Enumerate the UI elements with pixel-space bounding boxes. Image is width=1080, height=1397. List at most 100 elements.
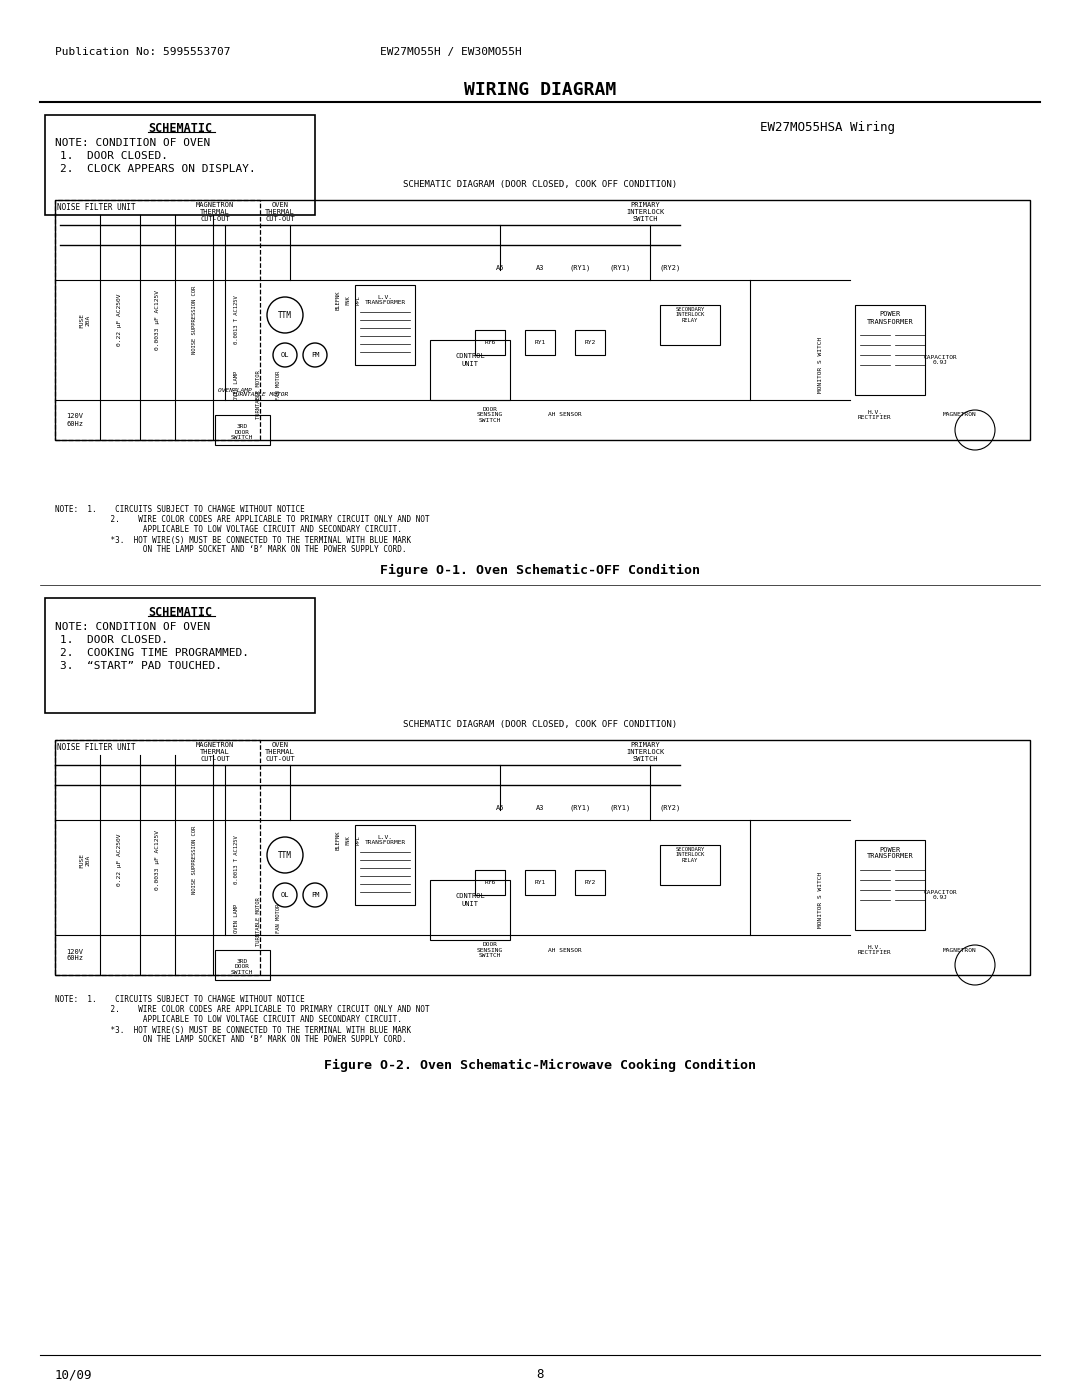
- Text: Publication No: 5995553707: Publication No: 5995553707: [55, 47, 230, 57]
- Text: PPL: PPL: [355, 295, 361, 305]
- Bar: [855, 840, 924, 930]
- Text: SCHEMATIC: SCHEMATIC: [148, 605, 212, 619]
- Text: 0.0033 µF AC125V: 0.0033 µF AC125V: [156, 830, 161, 890]
- Bar: [55, 200, 260, 440]
- Text: H.V.
RECTIFIER: H.V. RECTIFIER: [859, 944, 892, 956]
- Text: 0.22 µF AC250V: 0.22 µF AC250V: [118, 834, 122, 886]
- Text: SCHEMATIC DIAGRAM (DOOR CLOSED, COOK OFF CONDITION): SCHEMATIC DIAGRAM (DOOR CLOSED, COOK OFF…: [403, 180, 677, 190]
- Bar: [215, 415, 270, 446]
- Text: BLEFNK: BLEFNK: [336, 291, 340, 310]
- Text: *3.  HOT WIRE(S) MUST BE CONNECTED TO THE TERMINAL WITH BLUE MARK: *3. HOT WIRE(S) MUST BE CONNECTED TO THE…: [55, 535, 411, 545]
- Text: A5: A5: [496, 805, 504, 812]
- Text: 3RD
DOOR
SWITCH: 3RD DOOR SWITCH: [231, 958, 253, 975]
- Text: CAPACITOR
0.9J: CAPACITOR 0.9J: [923, 355, 957, 366]
- Text: APPLICABLE TO LOW VOLTAGE CIRCUIT AND SECONDARY CIRCUIT.: APPLICABLE TO LOW VOLTAGE CIRCUIT AND SE…: [55, 525, 402, 535]
- Bar: [475, 870, 505, 895]
- Text: 8: 8: [537, 1369, 543, 1382]
- Text: MAGNETRON: MAGNETRON: [943, 412, 977, 418]
- Text: NOTE:  1.    CIRCUITS SUBJECT TO CHANGE WITHOUT NOTICE: NOTE: 1. CIRCUITS SUBJECT TO CHANGE WITH…: [55, 506, 305, 514]
- Bar: [215, 950, 270, 981]
- Text: MONITOR S WITCH: MONITOR S WITCH: [818, 337, 823, 393]
- Text: NOISE FILTER UNIT: NOISE FILTER UNIT: [57, 743, 136, 753]
- Text: RY2: RY2: [584, 880, 596, 886]
- Text: 120V
60Hz: 120V 60Hz: [67, 414, 83, 426]
- Text: (RY1): (RY1): [569, 805, 591, 812]
- Text: OVEN
THERMAL
CUT-OUT: OVEN THERMAL CUT-OUT: [265, 742, 295, 761]
- Text: 3RD
DOOR
SWITCH: 3RD DOOR SWITCH: [231, 423, 253, 440]
- Text: A5: A5: [496, 265, 504, 271]
- Text: POWER
TRANSFORMER: POWER TRANSFORMER: [866, 312, 914, 324]
- Text: SECONDARY
INTERLOCK
RELAY: SECONDARY INTERLOCK RELAY: [675, 307, 704, 323]
- Text: (RY2): (RY2): [660, 265, 680, 271]
- Text: TURNTABLE MOTOR: TURNTABLE MOTOR: [256, 370, 260, 419]
- Text: MAGNETRON
THERMAL
CUT-OUT: MAGNETRON THERMAL CUT-OUT: [195, 742, 234, 761]
- Text: OVEN LAMP: OVEN LAMP: [233, 904, 239, 933]
- Bar: [355, 826, 415, 905]
- Text: (RY1): (RY1): [609, 805, 631, 812]
- Bar: [430, 880, 510, 940]
- Text: WIRING DIAGRAM: WIRING DIAGRAM: [464, 81, 616, 99]
- Text: TTM: TTM: [278, 310, 292, 320]
- Text: MONITOR S WITCH: MONITOR S WITCH: [818, 872, 823, 928]
- Text: DOOR
SENSING
SWITCH: DOOR SENSING SWITCH: [477, 942, 503, 958]
- Text: TTM: TTM: [278, 851, 292, 859]
- Text: 2.    WIRE COLOR CODES ARE APPLICABLE TO PRIMARY CIRCUIT ONLY AND NOT: 2. WIRE COLOR CODES ARE APPLICABLE TO PR…: [55, 1006, 430, 1014]
- Text: BLEFNK: BLEFNK: [336, 830, 340, 849]
- Text: 120V
60Hz: 120V 60Hz: [67, 949, 83, 961]
- Bar: [475, 330, 505, 355]
- Text: SCHEMATIC DIAGRAM (DOOR CLOSED, COOK OFF CONDITION): SCHEMATIC DIAGRAM (DOOR CLOSED, COOK OFF…: [403, 721, 677, 729]
- Text: 2.    WIRE COLOR CODES ARE APPLICABLE TO PRIMARY CIRCUIT ONLY AND NOT: 2. WIRE COLOR CODES ARE APPLICABLE TO PR…: [55, 515, 430, 524]
- Text: NOISE FILTER UNIT: NOISE FILTER UNIT: [57, 204, 136, 212]
- Text: FM: FM: [311, 893, 320, 898]
- Bar: [855, 305, 924, 395]
- Text: AH SENSOR: AH SENSOR: [549, 947, 582, 953]
- Bar: [355, 285, 415, 365]
- Text: ON THE LAMP SOCKET AND ‘B’ MARK ON THE POWER SUPPLY CORD.: ON THE LAMP SOCKET AND ‘B’ MARK ON THE P…: [55, 545, 406, 555]
- Text: Figure O-2. Oven Schematic-Microwave Cooking Condition: Figure O-2. Oven Schematic-Microwave Coo…: [324, 1059, 756, 1071]
- Text: CONTROL
UNIT: CONTROL UNIT: [455, 894, 485, 907]
- Text: AH SENSOR: AH SENSOR: [549, 412, 582, 418]
- Text: 1.  DOOR CLOSED.: 1. DOOR CLOSED.: [60, 636, 168, 645]
- Bar: [575, 330, 605, 355]
- Text: 0.0033 µF AC125V: 0.0033 µF AC125V: [156, 291, 161, 351]
- Bar: [430, 339, 510, 400]
- Text: Figure O-1. Oven Schematic-OFF Condition: Figure O-1. Oven Schematic-OFF Condition: [380, 563, 700, 577]
- Text: APPLICABLE TO LOW VOLTAGE CIRCUIT AND SECONDARY CIRCUIT.: APPLICABLE TO LOW VOLTAGE CIRCUIT AND SE…: [55, 1016, 402, 1024]
- Text: FUSE
20A: FUSE 20A: [80, 852, 91, 868]
- Text: FAN MOTOR: FAN MOTOR: [275, 370, 281, 400]
- Text: POWER
TRANSFORMER: POWER TRANSFORMER: [866, 847, 914, 859]
- Text: OL: OL: [281, 352, 289, 358]
- Text: PRIMARY
INTERLOCK
SWITCH: PRIMARY INTERLOCK SWITCH: [626, 742, 664, 761]
- Text: FM: FM: [311, 352, 320, 358]
- Bar: [55, 740, 260, 975]
- Text: RY1: RY1: [535, 880, 545, 886]
- Text: 0.0013 T AC125V: 0.0013 T AC125V: [233, 835, 239, 884]
- Text: OL: OL: [281, 893, 289, 898]
- Text: TURNTABLE MOTOR: TURNTABLE MOTOR: [256, 898, 260, 946]
- Text: OVEN
THERMAL
CUT-OUT: OVEN THERMAL CUT-OUT: [265, 203, 295, 222]
- Bar: [525, 870, 555, 895]
- Text: 0.0013 T AC125V: 0.0013 T AC125V: [233, 296, 239, 345]
- Text: 1.  DOOR CLOSED.: 1. DOOR CLOSED.: [60, 151, 168, 161]
- Text: 2.  COOKING TIME PROGRAMMED.: 2. COOKING TIME PROGRAMMED.: [60, 648, 249, 658]
- Text: FNK: FNK: [346, 835, 351, 845]
- Text: NOTE: CONDITION OF OVEN: NOTE: CONDITION OF OVEN: [55, 138, 211, 148]
- Text: A3: A3: [536, 265, 544, 271]
- Text: FUSE
20A: FUSE 20A: [80, 313, 91, 327]
- Text: OVEN LAMP: OVEN LAMP: [233, 370, 239, 400]
- Text: MAGNETRON
THERMAL
CUT-OUT: MAGNETRON THERMAL CUT-OUT: [195, 203, 234, 222]
- Text: RY1: RY1: [535, 341, 545, 345]
- Text: (RY2): (RY2): [660, 805, 680, 812]
- Text: EW27MO55H / EW30MO55H: EW27MO55H / EW30MO55H: [380, 47, 522, 57]
- Bar: [45, 598, 315, 712]
- Text: TURNTABLE MOTOR: TURNTABLE MOTOR: [232, 393, 288, 398]
- Text: L.V.
TRANSFORMER: L.V. TRANSFORMER: [364, 295, 406, 306]
- Text: DOOR
SENSING
SWITCH: DOOR SENSING SWITCH: [477, 407, 503, 423]
- Text: OVEN LAMP: OVEN LAMP: [218, 387, 252, 393]
- Text: FAN MOTOR: FAN MOTOR: [275, 904, 281, 933]
- Text: CONTROL
UNIT: CONTROL UNIT: [455, 353, 485, 366]
- Bar: [660, 845, 720, 886]
- Text: NOISE SUPPRESSION COR: NOISE SUPPRESSION COR: [192, 826, 198, 894]
- Text: 10/09: 10/09: [55, 1369, 93, 1382]
- Text: (RY1): (RY1): [569, 265, 591, 271]
